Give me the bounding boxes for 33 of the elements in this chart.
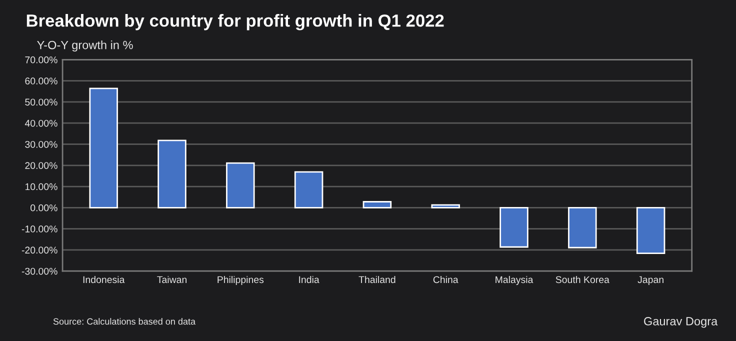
y-tick-label: 60.00% <box>25 78 58 84</box>
chart-subtitle: Y-O-Y growth in % <box>37 40 133 52</box>
x-tick-label: Japan <box>638 276 664 286</box>
bar <box>158 140 186 208</box>
bar <box>636 206 666 254</box>
y-tick-label: -30.00% <box>22 268 58 275</box>
x-tick-label: China <box>433 276 458 284</box>
x-tick-label: Thailand <box>358 276 396 284</box>
source-note: Source: Calculations based on data <box>53 318 196 325</box>
bar <box>431 204 460 208</box>
bar <box>568 206 597 248</box>
chart-title: Breakdown by country for profit growth in Q1 2022 <box>26 14 444 30</box>
x-tick-label: Philippines <box>218 276 264 286</box>
bar <box>89 88 118 208</box>
x-tick-label: South Korea <box>556 276 610 284</box>
bar <box>294 171 324 208</box>
bar <box>362 201 392 208</box>
y-tick-label: 70.00% <box>25 56 58 64</box>
y-tick-label: -10.00% <box>22 226 58 232</box>
text: Gaurav Dogra <box>644 317 718 328</box>
y-tick-label: 30.00% <box>25 140 58 148</box>
x-tick-label: Malaysia <box>496 276 534 286</box>
y-tick-label: 10.00% <box>25 183 58 190</box>
y-tick-label: 0.00% <box>30 204 58 212</box>
x-tick-label: India <box>299 276 320 284</box>
y-tick-label: 50.00% <box>25 98 58 106</box>
bar <box>500 206 528 248</box>
x-tick-label: Taiwan <box>157 276 186 284</box>
y-tick-label: -20.00% <box>22 246 58 254</box>
y-tick-label: 20.00% <box>25 162 58 170</box>
x-tick-label: Indonesia <box>83 276 125 284</box>
y-tick-label: 40.00% <box>24 120 58 127</box>
bar <box>226 162 255 208</box>
